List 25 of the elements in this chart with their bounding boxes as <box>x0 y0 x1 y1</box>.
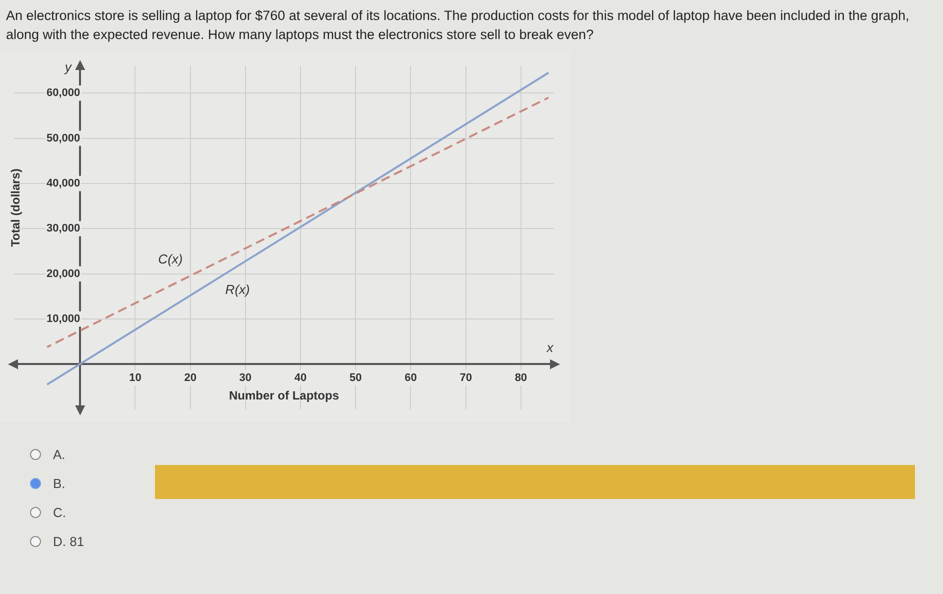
text: B. <box>53 476 66 491</box>
y-tick-label: 40,000 <box>46 178 80 190</box>
y-tick-label: 60,000 <box>46 87 80 100</box>
y-tick-label: 30,000 <box>46 222 80 235</box>
x-tick-label: 70 <box>460 372 472 384</box>
text: D. 81 <box>53 534 84 549</box>
x-axis-title: Number of Laptops <box>229 388 340 403</box>
text: C. <box>53 505 66 520</box>
y-tick-label: 20,000 <box>46 268 80 280</box>
chart-title: An electronics store is selling a laptop for $760 at several of its locations. The production costs for this model of laptop have been included in the graph, along with the expected revenue. How many laptops must the electronics store sell to break even? <box>6 7 910 44</box>
y-tick-label: 10,000 <box>46 313 80 326</box>
x-tick-label: 40 <box>294 372 307 384</box>
x-tick-label: 80 <box>514 372 528 384</box>
text: A. <box>53 447 66 462</box>
x-tick-label: 10 <box>129 372 142 384</box>
series-label: R(x) <box>225 282 250 297</box>
annotation: x <box>546 340 554 355</box>
x-tick-label: 50 <box>350 372 362 384</box>
y-tick-label: 50,000 <box>46 132 80 144</box>
annotation: y <box>64 60 73 75</box>
x-tick-label: 20 <box>184 372 196 384</box>
y-axis-title: Total (dollars) <box>8 168 22 247</box>
x-tick-label: 30 <box>239 372 252 384</box>
series-label: C(x) <box>158 251 183 266</box>
x-tick-label: 60 <box>404 372 417 384</box>
